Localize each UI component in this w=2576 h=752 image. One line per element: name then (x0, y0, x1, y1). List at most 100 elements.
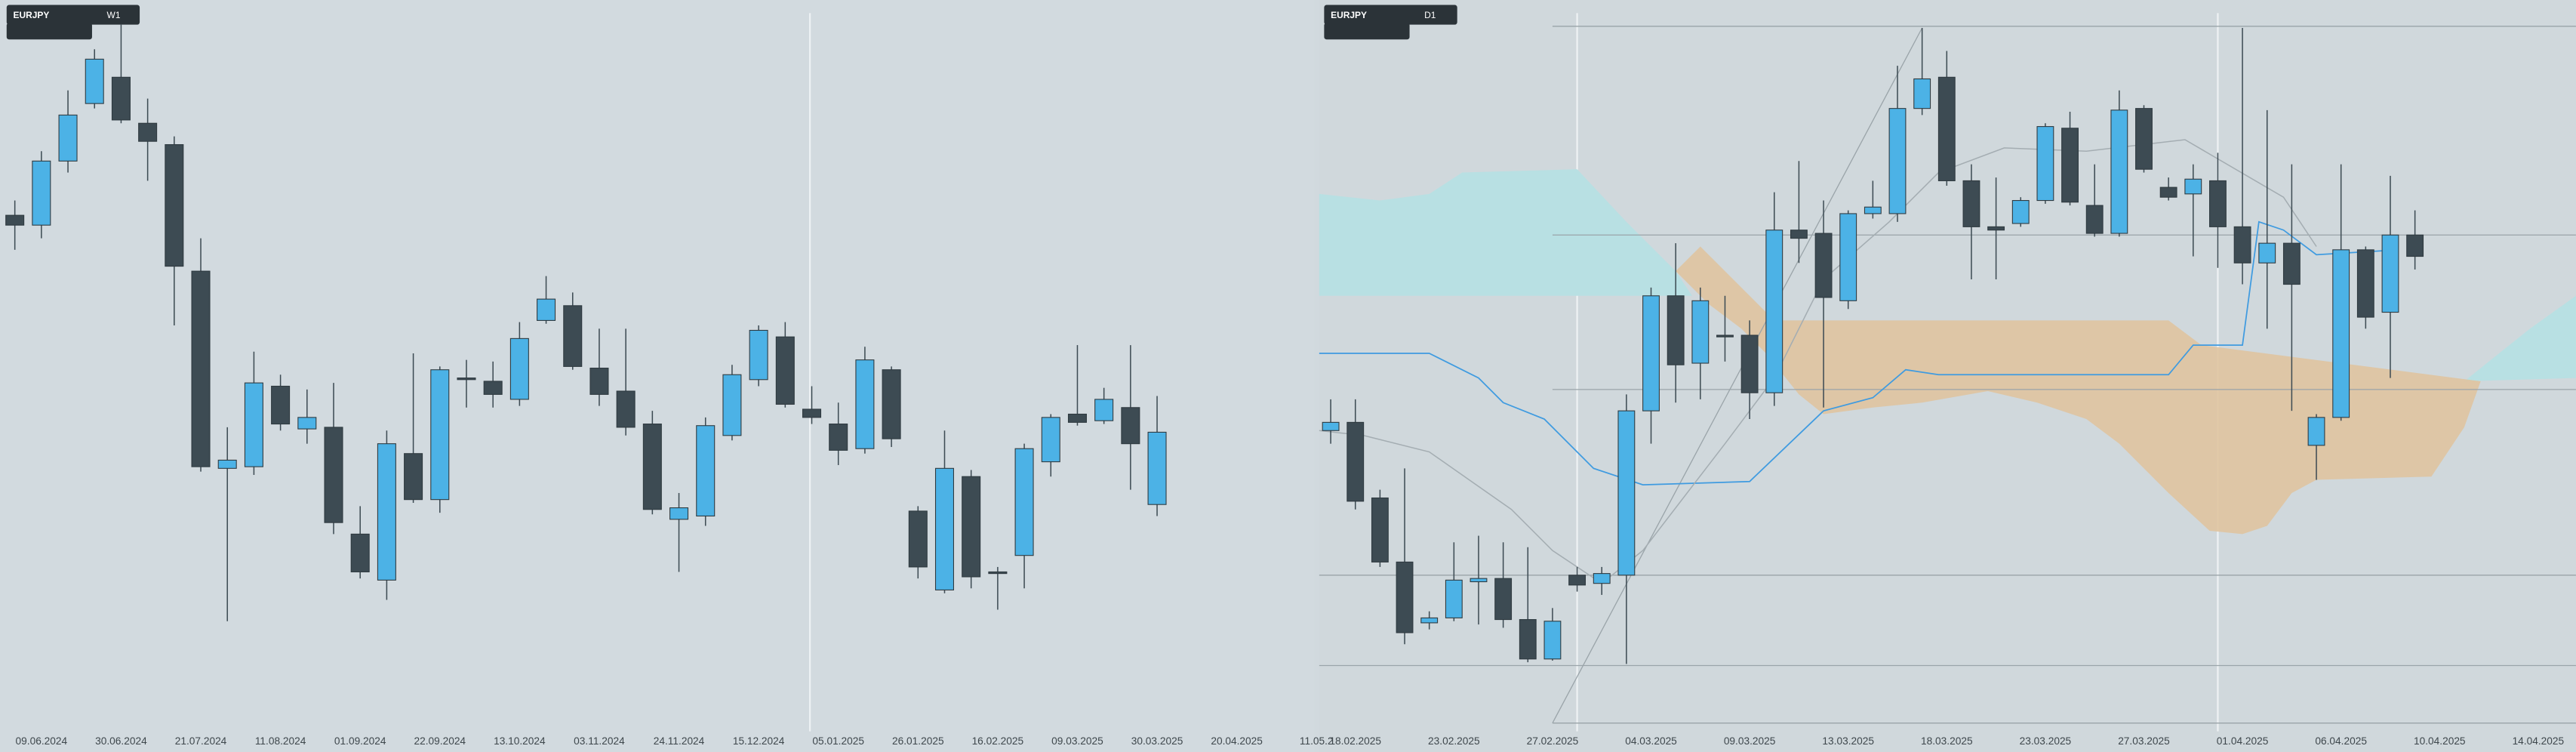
candle-body (1593, 573, 1611, 584)
x-tick-label: 23.03.2025 (2020, 735, 2072, 747)
candle-body (1642, 295, 1660, 411)
cloud-bull (2464, 295, 2576, 381)
candle-body (1346, 421, 1365, 502)
candle-body (749, 329, 768, 381)
candle-body (1470, 578, 1488, 583)
x-tick-label: 09.03.2025 (1051, 735, 1103, 747)
candle-body (2085, 205, 2104, 234)
candle-body (1494, 578, 1513, 621)
x-tick-label: 26.01.2025 (892, 735, 944, 747)
candle-body (2209, 180, 2227, 227)
candle-body (457, 378, 476, 381)
x-tick-label: 24.11.2024 (654, 735, 705, 747)
candle-body (1790, 230, 1808, 239)
candle-body (1067, 413, 1087, 423)
candle-body (1962, 180, 1980, 227)
candle-body (1014, 448, 1034, 556)
candle-body (882, 369, 901, 439)
candle-body (2036, 126, 2054, 202)
candle-body (191, 270, 211, 467)
toolbar-bg (1324, 5, 1457, 25)
candle-body (138, 122, 158, 142)
candle-body (696, 425, 716, 516)
candle-body (1094, 399, 1114, 421)
symbol[interactable]: EURJPY (13, 10, 49, 20)
candle-body (1987, 226, 2005, 231)
candle-body (988, 571, 1008, 575)
x-tick-label: 27.03.2025 (2118, 735, 2170, 747)
candle-body (2381, 234, 2399, 313)
candle-body (244, 382, 263, 467)
candle-body (2282, 242, 2301, 285)
x-tick-label: 15.12.2024 (733, 735, 785, 747)
x-tick-label: 22.09.2024 (414, 735, 466, 747)
candle-body (1667, 295, 1685, 365)
candle-body (377, 443, 396, 581)
candle-body (1543, 621, 1562, 660)
candle-body (1716, 334, 1734, 337)
candle-body (616, 390, 636, 428)
x-tick-label: 01.04.2025 (2217, 735, 2269, 747)
trend-line (1552, 27, 1923, 723)
toolbar: EURJPY W1 EURJPY D1 (6, 5, 1457, 40)
candle-body (1740, 334, 1759, 393)
candle-body (829, 424, 848, 451)
x-tick-label: 18.02.2025 (1329, 735, 1381, 747)
candle-body (1041, 417, 1060, 463)
x-tick-label: 30.03.2025 (1131, 735, 1183, 747)
candle-body (855, 359, 875, 449)
x-tick-label: 10.04.2025 (2414, 735, 2466, 747)
candle-body (85, 58, 104, 104)
x-tick-label: 13.03.2025 (1822, 735, 1874, 747)
candles: 09.06.2024 30.06.2024 21.07.2024 11.08.2024… (5, 24, 2565, 747)
candle-body (404, 453, 423, 501)
candle-body (669, 507, 689, 520)
candle-body (1445, 579, 1463, 618)
candle-body (2011, 199, 2030, 224)
toolbar-tools (1324, 23, 1410, 40)
x-tick-label: 30.06.2024 (95, 735, 147, 747)
candle-body (934, 467, 955, 590)
candle-body (1371, 497, 1389, 562)
left-panel (0, 0, 1314, 752)
candle-body (1913, 78, 1931, 109)
cloud-bull (1319, 169, 1692, 296)
candle-body (1839, 213, 1857, 301)
candle-body (1691, 300, 1710, 364)
timeframe[interactable]: W1 (107, 10, 121, 20)
candle-body (589, 368, 609, 395)
candle-body (908, 510, 928, 568)
candle-body (1765, 230, 1784, 393)
candle-body (350, 533, 370, 572)
candle-body (2135, 108, 2153, 170)
candle-body (111, 76, 131, 121)
candle-body (2184, 178, 2202, 195)
timeframe[interactable]: D1 (1424, 10, 1436, 20)
candle-body (165, 143, 184, 267)
candle-body (1617, 410, 1636, 576)
candle-body (2233, 226, 2251, 264)
candle-body (1519, 619, 1537, 660)
candle-body (1568, 575, 1587, 586)
kijun-line (1319, 220, 2399, 485)
x-tick-label: 09.06.2024 (16, 735, 68, 747)
x-tick-label: 13.10.2024 (494, 735, 546, 747)
x-tick-label: 21.07.2024 (175, 735, 227, 747)
candle-body (2159, 186, 2177, 198)
candle-body (2110, 109, 2128, 234)
levels (1319, 26, 2576, 724)
candle-body (2307, 417, 2325, 446)
x-tick-label: 27.02.2025 (1527, 735, 1579, 747)
candle-body (509, 337, 529, 400)
candle-body (1420, 617, 1439, 624)
candle-body (32, 160, 51, 226)
x-tick-label: 09.03.2025 (1724, 735, 1776, 747)
candle-body (642, 424, 662, 510)
toolbar-tools (6, 23, 92, 40)
x-tick-label: 20.04.2025 (1211, 735, 1263, 747)
candle-body (2061, 128, 2079, 203)
symbol[interactable]: EURJPY (1331, 10, 1367, 20)
toolbar-bg (6, 5, 140, 25)
